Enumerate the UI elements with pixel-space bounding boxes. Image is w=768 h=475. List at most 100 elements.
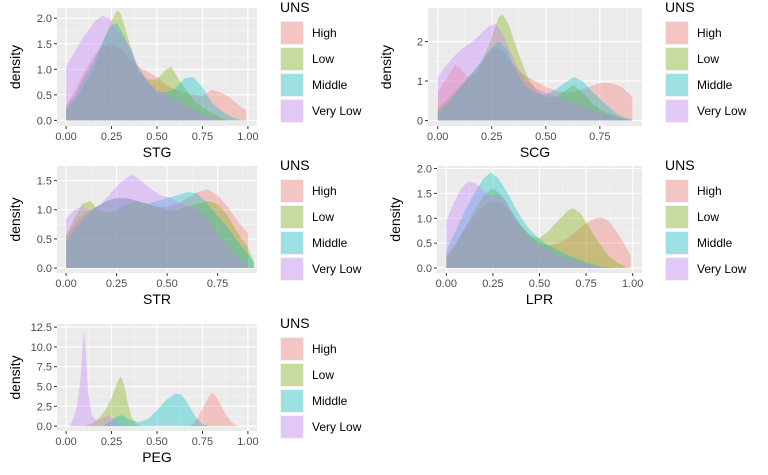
density-very-low <box>66 15 230 121</box>
x-tick-label: 0.00 <box>55 131 76 143</box>
x-tick-label: 0.75 <box>207 278 228 290</box>
x-tick-label: 0.50 <box>529 278 550 290</box>
density-low <box>66 201 254 268</box>
x-tick-label: 0.00 <box>427 131 448 143</box>
legend-label: Low <box>312 52 334 66</box>
y-tick-label: 1.0 <box>37 205 52 217</box>
x-tick-label: 0.50 <box>156 278 177 290</box>
density-middle <box>102 393 212 427</box>
legend-label: High <box>312 26 337 40</box>
legend-label: Middle <box>697 236 733 250</box>
legend-key-swatch <box>666 206 688 228</box>
x-tick-label: 1.00 <box>622 278 643 290</box>
x-tick-label: 0.00 <box>55 436 76 448</box>
legend-key-background <box>280 363 304 387</box>
density-high <box>66 189 248 268</box>
legend-label: Very Low <box>697 104 747 118</box>
legend-label: Very Low <box>312 262 362 276</box>
legend-key-swatch <box>281 364 303 386</box>
legend-title: UNS <box>665 0 695 15</box>
legend-key-swatch <box>281 48 303 70</box>
legend-key-background <box>280 47 304 71</box>
legend-key-background <box>665 47 689 71</box>
density-very-low <box>69 331 128 427</box>
legend-key-swatch <box>281 180 303 202</box>
y-tick-label: 2 <box>417 37 423 49</box>
x-tick-label: 0.50 <box>146 131 167 143</box>
density-very-low <box>66 174 248 268</box>
legend-title: UNS <box>280 157 310 173</box>
legend-key-background <box>280 99 304 123</box>
legend-key-background <box>280 257 304 281</box>
x-axis-title: STG <box>143 144 172 160</box>
y-axis-title: density <box>7 45 23 89</box>
density-high <box>189 392 239 427</box>
legend-label: Middle <box>312 236 348 250</box>
y-tick-label: 1.5 <box>417 188 432 200</box>
legend-key-swatch <box>281 390 303 412</box>
x-tick-label: 0.25 <box>101 436 122 448</box>
y-tick-label: 0.5 <box>417 238 432 250</box>
density-high <box>446 200 631 268</box>
y-axis-title: density <box>7 197 23 241</box>
x-tick-label: 0.25 <box>481 131 502 143</box>
y-tick-label: 2.0 <box>37 13 52 25</box>
legend-key-background <box>280 389 304 413</box>
legend-key-swatch <box>281 416 303 438</box>
y-tick-label: 1 <box>417 76 423 88</box>
y-axis-title: density <box>378 45 394 89</box>
chart-lpr: 0.00 0.25 0.50 0.75 1.00 0.0 0.5 1.0 1.5 2.0 LPR de… <box>387 157 747 307</box>
legend-label: High <box>312 184 337 198</box>
legend-label: Very Low <box>697 262 747 276</box>
y-tick-label: 1.0 <box>417 213 432 225</box>
y-tick-label: 1.0 <box>37 64 52 76</box>
density-low <box>446 188 626 268</box>
y-tick-label: 5.0 <box>37 382 52 394</box>
legend-key-background <box>665 179 689 203</box>
x-tick-label: 0.00 <box>436 278 457 290</box>
chart-str: 0.00 0.25 0.50 0.75 0.0 0.5 1.0 1.5 STR density UN… <box>7 157 362 307</box>
y-tick-label: 0.5 <box>37 90 52 102</box>
legend-key-background <box>280 231 304 255</box>
legend-key-background <box>665 73 689 97</box>
legend-key-swatch <box>281 338 303 360</box>
panel-background <box>428 8 642 126</box>
density-middle <box>66 192 254 268</box>
x-tick-label: 0.75 <box>192 131 213 143</box>
legend-label: Middle <box>697 78 733 92</box>
legend-label: Very Low <box>312 420 362 434</box>
legend-label: Middle <box>312 78 348 92</box>
density-middle <box>66 23 247 121</box>
legend-title: UNS <box>665 157 695 173</box>
x-tick-label: 0.50 <box>146 436 167 448</box>
legend-key-swatch <box>281 100 303 122</box>
legend-label: Low <box>697 52 719 66</box>
density-very-low <box>437 23 633 121</box>
y-axis-title: density <box>387 197 403 241</box>
legend-key-swatch <box>281 22 303 44</box>
legend-key-swatch <box>281 206 303 228</box>
legend-key-background <box>665 231 689 255</box>
legend-key-swatch <box>281 74 303 96</box>
y-tick-label: 0.0 <box>37 115 52 127</box>
legend-label: Low <box>312 368 334 382</box>
legend-key-swatch <box>666 232 688 254</box>
x-axis-title: SCG <box>520 144 550 160</box>
y-tick-label: 0.5 <box>37 234 52 246</box>
legend-key-background <box>280 337 304 361</box>
legend-label: High <box>697 26 722 40</box>
x-tick-label: 0.25 <box>106 278 127 290</box>
legend-key-swatch <box>666 48 688 70</box>
legend-key-background <box>665 21 689 45</box>
legend-label: Middle <box>312 394 348 408</box>
x-tick-label: 0.75 <box>575 278 596 290</box>
density-low <box>437 13 633 121</box>
x-tick-label: 0.25 <box>482 278 503 290</box>
legend-label: Low <box>312 210 334 224</box>
density-low <box>66 10 230 121</box>
